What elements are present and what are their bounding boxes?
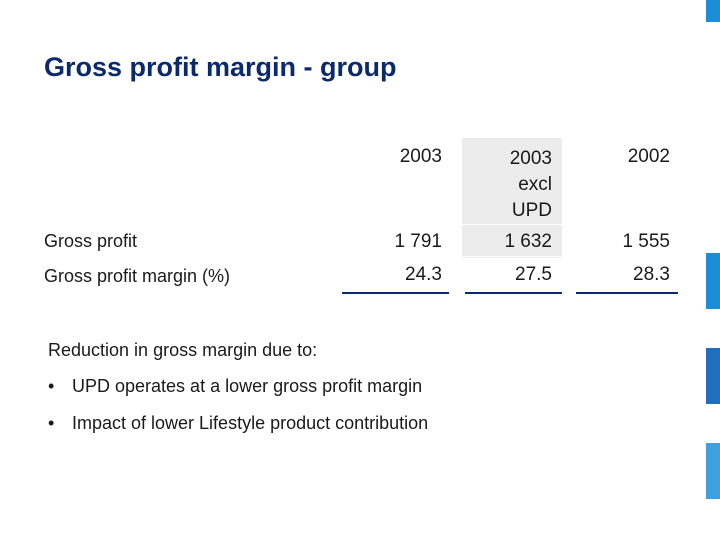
column-underline [576,292,678,294]
column-header-2002-line: 2002 [627,146,670,167]
note-text: Reduction in gross margin due to: [48,340,318,360]
bullet-icon: • [48,413,55,433]
column-header-2003-excl-upd: 2003 excl UPD [458,146,552,224]
row-label-gross-profit: Gross profit [44,231,138,251]
column-underline [465,292,562,294]
row-divider [462,256,562,257]
accent-bar [706,443,720,499]
bullet-icon: • [48,376,55,396]
cell-margin-2003: 24.3 [405,264,442,285]
slide-title: Gross profit margin - group [44,52,397,82]
cell-gross-profit-2003: 1 791 [394,231,442,252]
column-underline [342,292,449,294]
accent-bar [706,348,720,404]
cell-margin-2002: 28.3 [633,264,670,285]
column-header-2003: 2003 [350,146,442,168]
highlight-column-background [462,138,562,258]
cell-gross-profit-2002: 1 555 [622,231,670,252]
row-divider [462,224,562,225]
bullet-item: • UPD operates at a lower gross profit ma… [48,376,422,397]
column-header-2003-line: 2003 [399,146,442,167]
column-header-2002: 2002 [570,146,670,168]
column-header-line: UPD [511,200,552,221]
column-header-line: 2003 [509,148,552,169]
accent-bar [706,253,720,309]
bullet-item: • Impact of lower Lifestyle product contr… [48,413,428,434]
bullet-text: UPD operates at a lower gross profit mar… [72,376,423,396]
accent-bar [706,0,720,22]
column-header-line: excl [518,174,552,195]
bullet-text: Impact of lower Lifestyle product contri… [72,413,429,433]
row-label-gross-profit-margin: Gross profit margin (%) [44,266,231,286]
cell-margin-2003-excl-upd: 27.5 [515,264,552,285]
cell-gross-profit-2003-excl-upd: 1 632 [504,231,552,252]
